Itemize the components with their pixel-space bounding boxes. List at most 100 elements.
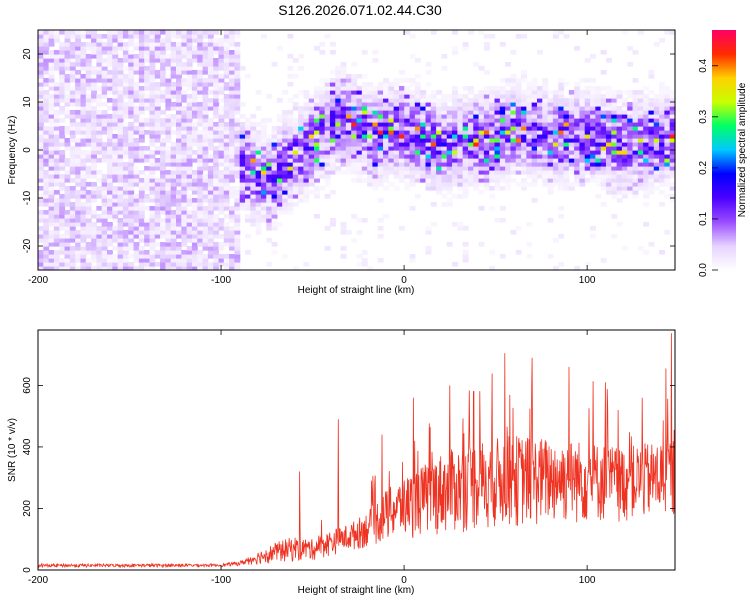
spectrogram-cell [574,130,581,135]
spectrogram-cell [473,186,480,191]
spectrogram-cell [287,170,294,175]
spectrogram-cell [43,266,50,271]
spectrogram-cell [48,162,55,167]
spectrogram-cell [324,158,331,163]
spectrogram-cell [229,134,236,139]
spectrogram-cell [632,106,639,111]
spectrogram-cell [266,206,273,211]
spectrogram-cell [372,134,379,139]
spectrogram-cell [96,98,103,103]
spectrogram-cell [117,162,124,167]
spectrogram-cell [170,250,177,255]
spectrogram-cell [117,102,124,107]
spectrogram-cell [138,90,145,95]
spectrogram-cell [69,222,76,227]
spectrogram-cell [260,218,267,223]
spectrogram-cell [213,134,220,139]
spectrogram-cell [170,242,177,247]
spectrogram-cell [282,158,289,163]
spectrogram-cell [250,206,257,211]
spectrogram-cell [611,138,618,143]
spectrogram-cell [64,226,71,231]
spectrogram-cell [393,162,400,167]
spectrogram-cell [128,226,135,231]
spectrogram-cell [144,254,151,259]
spectrogram-cell [186,162,193,167]
spectrogram-cell [229,218,236,223]
spectrogram-cell [245,126,251,131]
spectrogram-cell [266,154,273,159]
spectrogram-cell [260,122,267,127]
spectrogram-cell [229,258,236,263]
spectrogram-cell [558,82,565,87]
spectrogram-cell [176,54,182,59]
spectrogram-cell [430,110,437,115]
spectrogram-cell [276,162,283,167]
spectrogram-cell [542,178,549,183]
spectrogram-cell [457,178,464,183]
spectrogram-cell [48,130,55,135]
spectrogram-cell [398,226,405,231]
spectrogram-cell [409,110,416,115]
spectrogram-cell [276,146,283,151]
spectrogram-cell [122,194,129,199]
spectrogram-cell [165,126,172,131]
spectrogram-cell [664,194,671,199]
spectrogram-cell [181,106,188,111]
spectrogram-cell [64,46,71,51]
spectrogram-cell [605,166,612,171]
spectrogram-cell [213,194,220,199]
spectrogram-cell [319,162,326,167]
spectrogram-cell [59,82,66,87]
spectrogram-cell [605,174,612,179]
spectrogram-cell [149,170,156,175]
spectrogram-cell [446,190,453,195]
spectrogram-cell [101,50,108,55]
spectrogram-cell [499,86,506,91]
spectrogram-cell [648,146,655,151]
colorbar-tick-label: 0.0 [698,263,709,277]
spectrogram-cell [170,154,177,159]
spectrogram-cell [669,194,676,199]
spectrogram-cell [53,210,60,215]
spectrogram-cell [160,62,166,67]
spectrogram-cell [69,70,76,75]
spectrogram-cell [536,134,543,139]
spectrogram-cell [483,142,490,147]
spectrogram-cell [526,126,533,131]
spectrogram-cell [393,158,400,163]
spectrogram-cell [314,162,320,167]
spectrogram-cell [260,126,267,131]
spectrogram-cell [340,246,347,251]
spectrogram-cell [436,186,443,191]
spectrogram-cell [510,138,517,143]
spectrogram-cell [48,262,55,267]
spectrogram-cell [542,86,549,91]
spectrogram-cell [69,118,76,123]
spectrogram-cell [234,246,241,251]
spectrogram-cell [632,118,639,123]
spectrogram-cell [101,82,108,87]
spectrogram-cell [425,230,432,235]
spectrogram-cell [138,98,145,103]
spectrogram-cell [462,126,469,131]
spectrogram-cell [91,70,97,75]
spectrogram-cell [414,86,421,91]
spectrogram-cell [377,226,384,231]
spectrogram-cell [547,102,554,107]
spectrogram-cell [383,166,389,171]
spectrogram-cell [436,122,443,127]
spectrogram-cell [282,142,289,147]
spectrogram-cell [213,94,220,99]
spectrogram-cell [48,202,55,207]
spectrogram-cell [170,46,177,51]
spectrogram-cell [393,90,400,95]
spectrogram-cell [38,114,44,119]
spectrogram-cell [80,166,87,171]
spectrogram-cell [133,158,140,163]
spectrogram-cell [138,46,145,51]
spectrogram-cell [271,186,278,191]
spectrogram-cell [207,178,214,183]
spectrogram-cell [436,158,443,163]
